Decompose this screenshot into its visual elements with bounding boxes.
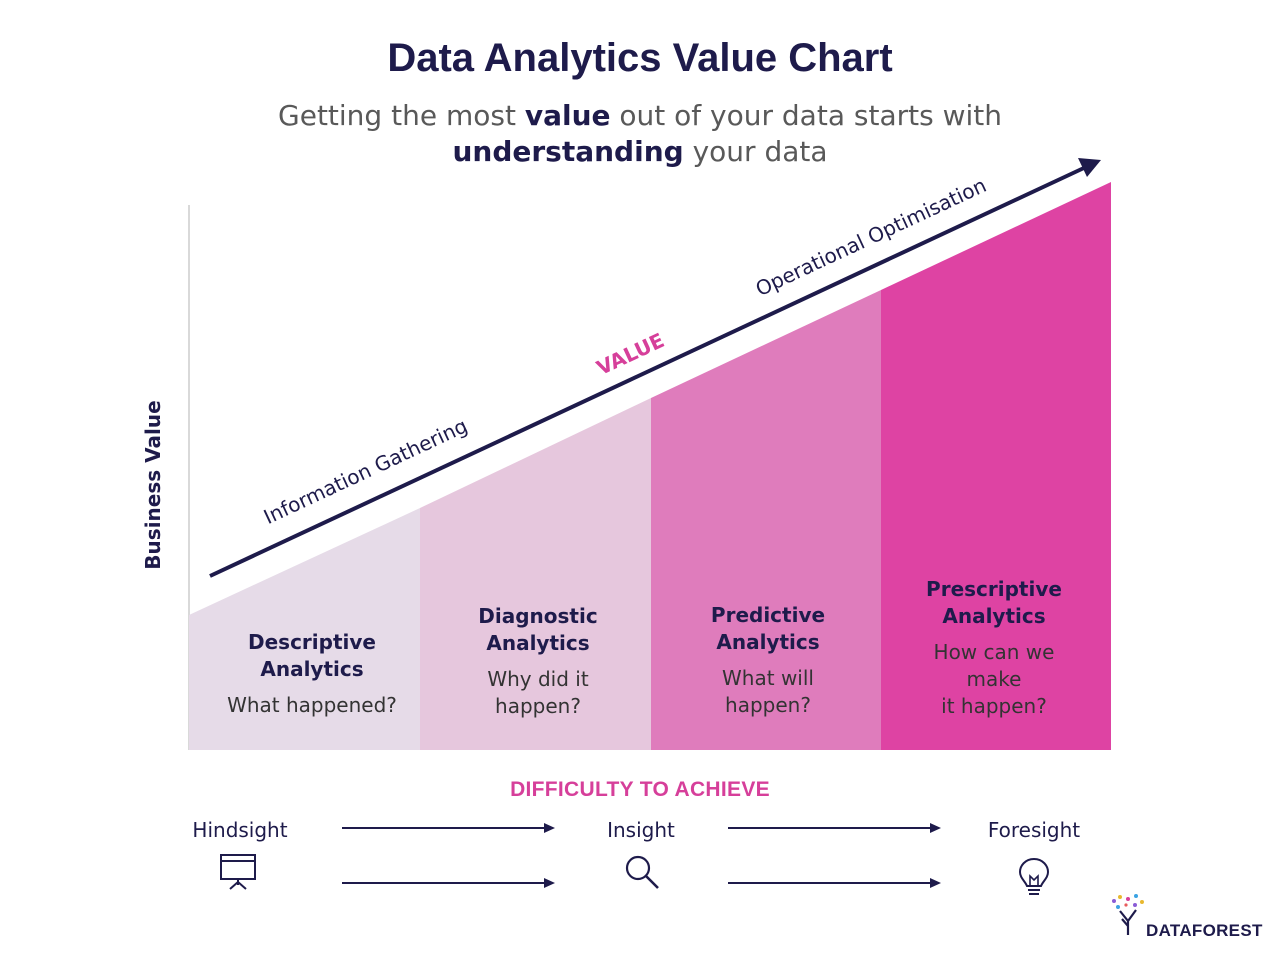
- column-predictive-shape: [651, 290, 881, 750]
- arrowhead-insight-foresight-bottom: [930, 878, 941, 888]
- column-diagnostic-title-line2: Analytics: [486, 631, 590, 655]
- column-prescriptive-question-line3: it happen?: [941, 694, 1047, 718]
- page-subtitle: Getting the most value out of your data …: [240, 98, 1040, 170]
- column-predictive: Predictive Analytics What will happen?: [655, 602, 881, 719]
- column-descriptive-title-line2: Analytics: [260, 657, 364, 681]
- column-diagnostic-title: Diagnostic Analytics: [425, 603, 651, 657]
- column-prescriptive-title: Prescriptive Analytics: [881, 576, 1107, 630]
- column-prescriptive-question: How can we make it happen?: [881, 639, 1107, 720]
- column-diagnostic-question-line1: Why did it: [487, 667, 589, 691]
- stage-insight-label: Insight: [607, 818, 675, 842]
- column-diagnostic-shape: [420, 398, 651, 750]
- subtitle-part-1: Getting the most: [278, 99, 525, 132]
- column-descriptive-title: Descriptive Analytics: [199, 629, 425, 683]
- column-predictive-question-line2: happen?: [725, 693, 811, 717]
- column-predictive-question-line1: What will: [722, 666, 814, 690]
- dataforest-logo-text: DATAFOREST: [1146, 921, 1263, 940]
- subtitle-bold-value: value: [524, 99, 611, 132]
- column-predictive-title-line2: Analytics: [716, 630, 820, 654]
- stage-foresight-label: Foresight: [987, 818, 1081, 842]
- progress-arrows: [342, 823, 941, 888]
- value-trend-line: [209, 165, 1087, 578]
- presentation-board-icon: [220, 854, 256, 890]
- column-predictive-title: Predictive Analytics: [655, 602, 881, 656]
- column-diagnostic-question: Why did it happen?: [425, 666, 651, 720]
- column-prescriptive: Prescriptive Analytics How can we make i…: [881, 576, 1107, 720]
- magnifier-icon: [625, 855, 659, 889]
- column-descriptive-question: What happened?: [227, 693, 397, 717]
- page-title: Data Analytics Value Chart: [387, 36, 893, 80]
- stage-hindsight-label: Hindsight: [192, 818, 288, 842]
- column-diagnostic-title-line1: Diagnostic: [478, 604, 598, 628]
- column-descriptive-shape: [189, 508, 420, 750]
- subtitle-part-3: your data: [683, 135, 828, 168]
- x-axis-label: DIFFICULTY TO ACHIEVE: [510, 778, 770, 801]
- column-prescriptive-question-line2: make: [966, 667, 1022, 691]
- column-diagnostic-question-line2: happen?: [495, 694, 581, 718]
- column-predictive-title-line1: Predictive: [710, 603, 826, 627]
- arrowhead-insight-foresight-top: [930, 823, 941, 833]
- column-descriptive: Descriptive Analytics What happened?: [199, 629, 425, 719]
- arrowhead-hindsight-insight-top: [544, 823, 555, 833]
- value-trend-arrowhead: [1078, 158, 1101, 177]
- dataforest-logo-icon: [1112, 894, 1144, 935]
- column-descriptive-title-line1: Descriptive: [248, 630, 376, 654]
- lightbulb-icon: [1018, 857, 1050, 895]
- subtitle-bold-understanding: understanding: [452, 135, 684, 168]
- subtitle-part-2: out of your data starts with: [610, 99, 1002, 132]
- column-prescriptive-title-line2: Analytics: [942, 604, 1046, 628]
- column-prescriptive-shape: [881, 182, 1111, 750]
- column-predictive-question: What will happen?: [655, 665, 881, 719]
- arrowhead-hindsight-insight-bottom: [544, 878, 555, 888]
- column-prescriptive-question-line1: How can we: [933, 640, 1055, 664]
- column-diagnostic: Diagnostic Analytics Why did it happen?: [425, 603, 651, 720]
- y-axis-label: Business Value: [141, 400, 165, 570]
- column-prescriptive-title-line1: Prescriptive: [926, 577, 1062, 601]
